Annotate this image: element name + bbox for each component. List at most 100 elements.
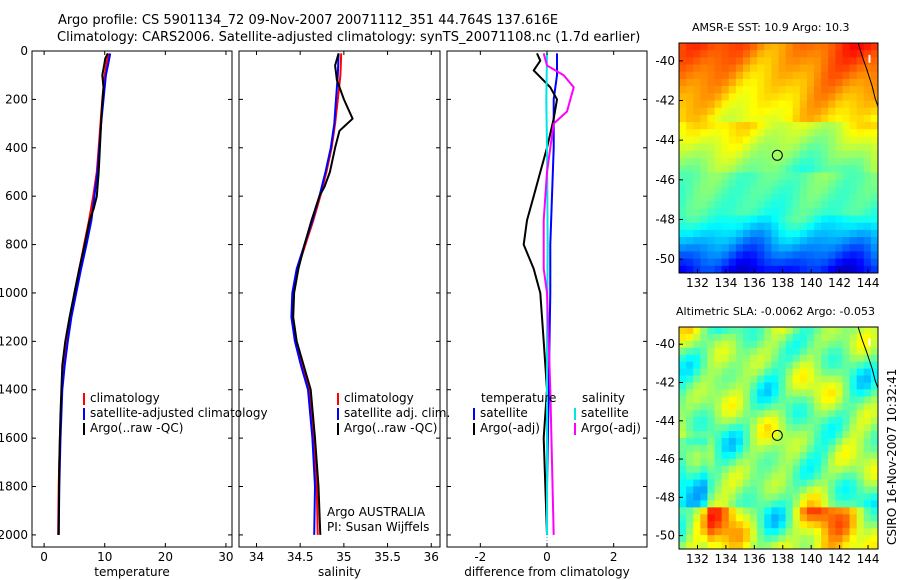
sla-cell [771, 486, 780, 495]
sla-cell [778, 507, 787, 515]
sst-cell [792, 64, 801, 73]
sst-cell [728, 64, 737, 73]
sla-cell [799, 417, 808, 425]
sst-cell [686, 136, 694, 145]
sst-cell [771, 50, 780, 58]
sst-cell [714, 114, 723, 123]
sst-cell [856, 179, 865, 188]
sst-cell [835, 222, 844, 231]
sla-cell [679, 514, 687, 522]
sst-cell [778, 71, 787, 80]
sst-cell [870, 201, 878, 209]
sla-lon-label: 144 [857, 552, 880, 566]
sla-cell [870, 361, 878, 370]
sst-cell [778, 57, 787, 66]
sla-cell [828, 535, 836, 543]
sst-cell [757, 107, 765, 116]
sst-cell [686, 179, 694, 188]
temperature-legend-item-label: climatology [90, 391, 160, 405]
sla-cell [785, 396, 794, 404]
sst-cell [693, 43, 701, 51]
sla-cell [707, 361, 716, 370]
sst-cell [870, 172, 878, 181]
sla-cell [757, 382, 765, 391]
sla-cell [700, 382, 709, 391]
sst-cell [821, 143, 829, 152]
sla-cell [799, 361, 808, 370]
sst-cell [686, 265, 694, 273]
sst-cell [863, 165, 872, 173]
sla-cell [799, 333, 808, 342]
sst-cell [835, 107, 844, 116]
sst-cell [750, 50, 758, 58]
sla-cell [863, 333, 872, 342]
sst-cell [806, 201, 815, 209]
sla-cell [771, 347, 780, 356]
sst-cell [721, 43, 730, 51]
sst-cell [870, 193, 878, 202]
sst-cell [842, 186, 851, 195]
sla-cell [771, 431, 780, 439]
sla-cell [842, 382, 851, 391]
sla-cell [742, 493, 751, 502]
sla-cell [828, 438, 836, 446]
sla-cell [806, 396, 815, 404]
sla-cell [863, 431, 872, 439]
sst-cell [778, 229, 787, 238]
sst-cell [863, 186, 872, 195]
sst-cell [842, 50, 851, 58]
sst-cell [842, 208, 851, 217]
sst-cell [849, 201, 858, 209]
sst-cell [742, 258, 751, 267]
sst-cell [785, 172, 794, 181]
sst-cell [742, 222, 751, 231]
sst-cell [806, 107, 815, 116]
sla-cell [700, 500, 709, 508]
sla-cell [700, 486, 709, 495]
sla-cell [764, 507, 772, 515]
sla-cell [856, 431, 865, 439]
sla-cell [821, 431, 829, 439]
sla-cell [750, 347, 758, 356]
sst-cell [799, 251, 808, 260]
sla-cell [679, 465, 687, 474]
sla-cell [700, 347, 709, 356]
sla-cell [693, 354, 701, 363]
sst-cell [863, 43, 872, 51]
sla-cell [700, 514, 709, 522]
sla-cell [821, 493, 829, 502]
sla-cell [735, 486, 744, 495]
sla-cell [778, 389, 787, 397]
sst-cell [714, 186, 723, 195]
sla-cell [771, 389, 780, 397]
sst-cell [806, 208, 815, 217]
sla-cell [778, 424, 787, 432]
sst-cell [686, 57, 694, 66]
sla-cell [835, 431, 844, 439]
sla-cell [778, 410, 787, 418]
sst-cell [799, 179, 808, 188]
sst-cell [863, 244, 872, 253]
sst-cell [799, 258, 808, 267]
sla-cell [728, 493, 737, 502]
sla-cell [728, 458, 737, 467]
temperature-legend-item-label: Argo(..raw -QC) [90, 421, 183, 435]
sla-cell [835, 403, 844, 411]
sst-map-title: AMSR-E SST: 10.9 Argo: 10.3 [692, 21, 850, 34]
sst-cell [693, 172, 701, 181]
sst-cell [771, 122, 780, 130]
sst-cell [757, 215, 765, 224]
sla-cell [693, 514, 701, 522]
sla-cell [771, 361, 780, 370]
sst-cell [742, 129, 751, 138]
sla-cell [806, 500, 815, 508]
sst-cell [856, 43, 865, 51]
sst-cell [785, 215, 794, 224]
sla-cell [806, 417, 815, 425]
sla-cell [785, 382, 794, 391]
sla-cell [842, 396, 851, 404]
sst-cell [757, 201, 765, 209]
sst-cell [707, 100, 716, 109]
sla-cell [792, 368, 801, 377]
sst-cell [728, 251, 737, 260]
